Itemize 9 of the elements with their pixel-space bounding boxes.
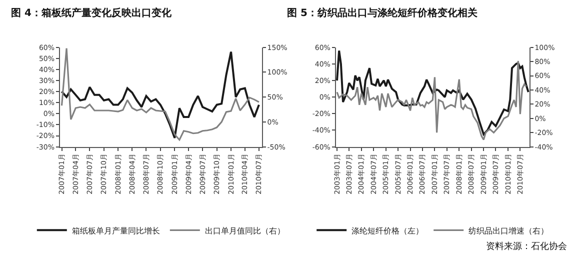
line-series xyxy=(336,50,530,136)
chart-title: 图 5：纺织品出口与涤纶短纤价格变化相关 xyxy=(287,7,478,19)
legend-label: 涤纶短纤价格（左） xyxy=(352,226,424,236)
chart-title: 图 4：箱板纸产量变化反映出口变化 xyxy=(11,7,172,19)
line-series xyxy=(336,60,528,140)
legend-label: 纺织品出口增速（右） xyxy=(468,226,549,236)
legend-label: 出口单月值同比（右） xyxy=(204,226,285,236)
legend-label: 箱纸板单月产量同比增长 xyxy=(72,226,160,236)
text: 资料来源：石化协会 xyxy=(486,241,567,252)
